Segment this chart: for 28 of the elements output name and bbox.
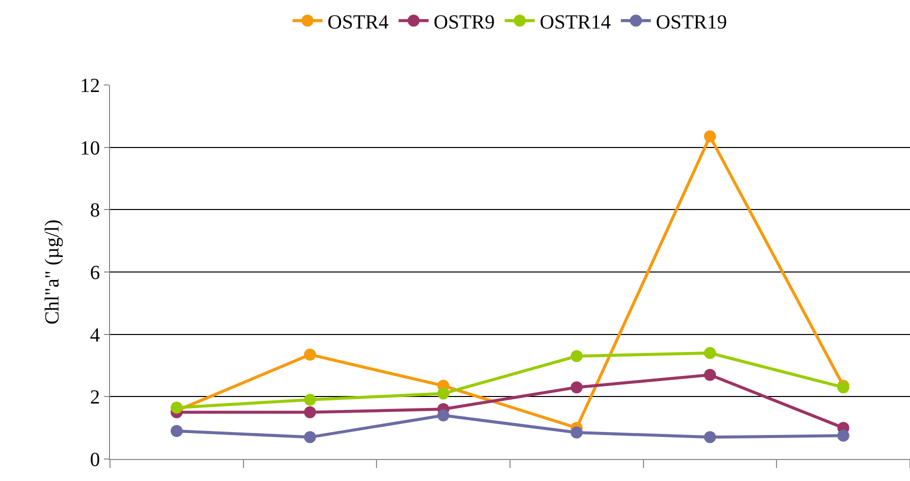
- y-tick-label: 10: [80, 137, 100, 160]
- point: [704, 368, 716, 381]
- point: [837, 430, 850, 442]
- point: [704, 431, 716, 444]
- legend-label: OSTR14: [540, 11, 611, 34]
- point: [304, 431, 316, 444]
- point: [170, 402, 183, 414]
- y-tick-label: 6: [90, 262, 100, 284]
- point: [704, 130, 716, 142]
- y-tick-label: 12: [80, 75, 100, 97]
- y-axis-title: Chl"a" (µg/l): [42, 219, 64, 325]
- legend-label: OSTR19: [656, 11, 727, 34]
- point: [704, 347, 716, 360]
- y-tick-label: 4: [90, 324, 100, 346]
- point: [570, 381, 583, 394]
- point: [437, 409, 450, 422]
- point: [170, 424, 183, 437]
- legend-label: OSTR4: [328, 11, 389, 34]
- point: [570, 426, 583, 439]
- point: [304, 348, 316, 361]
- y-tick-label: 2: [90, 386, 100, 409]
- point: [304, 394, 316, 406]
- point: [304, 406, 316, 418]
- legend-label: OSTR9: [434, 11, 495, 34]
- point: [437, 388, 450, 400]
- y-tick-label: 0: [90, 449, 100, 471]
- point: [570, 350, 583, 362]
- y-tick-label: 8: [90, 200, 100, 222]
